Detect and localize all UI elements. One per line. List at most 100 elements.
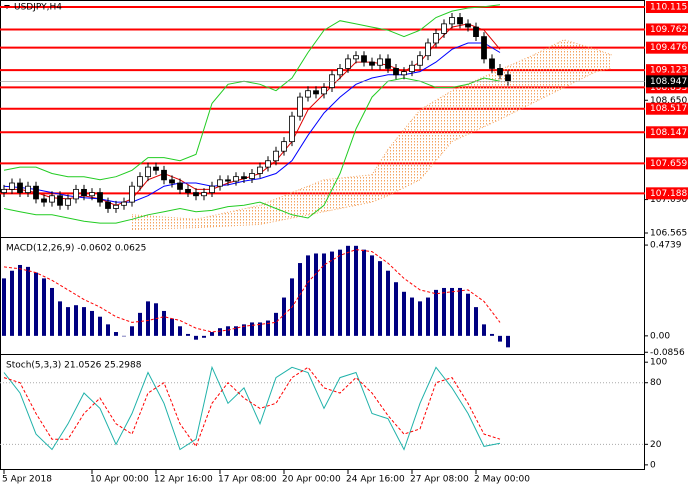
- level-label-box: [646, 102, 688, 115]
- candle-body: [497, 68, 503, 76]
- candle-body: [289, 115, 295, 143]
- stoch-line: [3, 365, 501, 451]
- level-label: 109.762: [650, 25, 687, 35]
- macd-bar: [418, 301, 422, 336]
- macd-bar: [498, 335, 502, 342]
- last-price-label: 108.947: [650, 77, 687, 87]
- level-label-box: [646, 23, 688, 36]
- candle-body: [217, 179, 223, 187]
- macd-bar: [410, 297, 414, 336]
- macd-bar: [306, 255, 310, 336]
- candle-body: [1, 188, 7, 193]
- macd-bar: [378, 261, 382, 336]
- candle-body: [481, 36, 487, 60]
- macd-bar: [130, 326, 134, 336]
- macd-bar: [146, 301, 150, 336]
- macd-bar: [282, 297, 286, 336]
- macd-bar: [466, 293, 470, 336]
- candle-body: [441, 23, 447, 34]
- macd-bar: [138, 312, 142, 336]
- level-label: 108.517: [650, 104, 687, 114]
- level-label: 108.147: [650, 128, 687, 138]
- macd-bar: [490, 333, 494, 336]
- macd-bar: [338, 249, 342, 336]
- candle-body: [457, 17, 463, 25]
- macd-bar: [66, 307, 70, 336]
- candle-body: [145, 166, 151, 178]
- candle-body: [81, 188, 87, 197]
- candle-body: [73, 188, 79, 200]
- macd-bar: [226, 326, 230, 336]
- macd-bar: [506, 335, 510, 348]
- last-price-box: [646, 75, 688, 88]
- macd-bar: [250, 322, 254, 336]
- signal-line: [3, 249, 501, 333]
- macd-bar: [266, 320, 270, 336]
- x-tick-label: 10 Apr 00:00: [90, 475, 149, 485]
- y-tick-label: 0: [650, 460, 656, 470]
- macd-bar: [402, 291, 406, 336]
- level-label-box: [646, 1, 688, 14]
- macd-bar: [114, 332, 118, 336]
- candle-body: [153, 166, 159, 171]
- candle-body: [393, 68, 399, 76]
- cloud-edge: [131, 39, 613, 220]
- candle-body: [121, 201, 127, 206]
- candle-body: [9, 182, 15, 190]
- candle-body: [177, 182, 183, 190]
- candle-body: [337, 68, 343, 76]
- level-label: 108.853: [650, 83, 687, 93]
- macd-bar: [458, 287, 462, 336]
- candle-body: [505, 74, 511, 82]
- candle-body: [353, 55, 359, 60]
- candle-body: [193, 192, 199, 197]
- candle-body: [449, 17, 455, 25]
- indicator-line: [3, 4, 501, 181]
- macd-bar: [354, 245, 358, 336]
- panel-title: USDJPY,H4: [14, 3, 62, 13]
- macd-bar: [322, 253, 326, 336]
- panel-title: Stoch(5,3,3) 21.0526 25.2988: [6, 361, 142, 371]
- x-tick-label: 5 Apr 2018: [2, 475, 52, 485]
- candle-body: [417, 55, 423, 66]
- panel-title: MACD(12,26,9) -0.0602 0.0625: [6, 244, 146, 254]
- y-tick-label: 106.565: [650, 228, 687, 238]
- macd-bar: [234, 326, 238, 336]
- level-label: 107.188: [650, 189, 687, 199]
- y-tick-label: 20: [650, 440, 662, 450]
- x-tick-label: 24 Apr 16:00: [346, 475, 405, 485]
- candle-body: [321, 87, 327, 95]
- macd-bar: [42, 278, 46, 336]
- macd-bar: [346, 245, 350, 336]
- candle-body: [425, 42, 431, 57]
- macd-bar: [18, 264, 22, 336]
- level-label: 107.659: [650, 159, 687, 169]
- macd-bar: [50, 287, 54, 336]
- candle-body: [97, 192, 103, 203]
- cloud-fill: [132, 39, 612, 230]
- level-label-box: [646, 126, 688, 139]
- y-tick-label: 107.090: [650, 195, 687, 205]
- macd-bar: [34, 272, 38, 336]
- x-tick-label: 12 Apr 16:00: [154, 475, 213, 485]
- macd-bar: [122, 335, 126, 337]
- macd-bar: [202, 335, 206, 338]
- level-label-box: [646, 157, 688, 170]
- candle-body: [409, 64, 415, 73]
- x-tick-label: 2 May 00:00: [474, 475, 530, 485]
- y-tick-label: 80: [650, 378, 662, 388]
- candle-body: [105, 201, 111, 209]
- macd-bar: [154, 303, 158, 336]
- candle-body: [281, 141, 287, 152]
- macd-bar: [482, 324, 486, 336]
- macd-bar: [58, 301, 62, 336]
- macd-bar: [162, 310, 166, 336]
- candle-body: [225, 179, 231, 182]
- candle-body: [273, 150, 279, 162]
- candle-body: [137, 176, 143, 187]
- candle-body: [241, 176, 247, 179]
- candle-body: [33, 185, 39, 200]
- macd-bar: [186, 333, 190, 336]
- candle-body: [345, 58, 351, 69]
- x-tick-label: 17 Apr 08:00: [218, 475, 277, 485]
